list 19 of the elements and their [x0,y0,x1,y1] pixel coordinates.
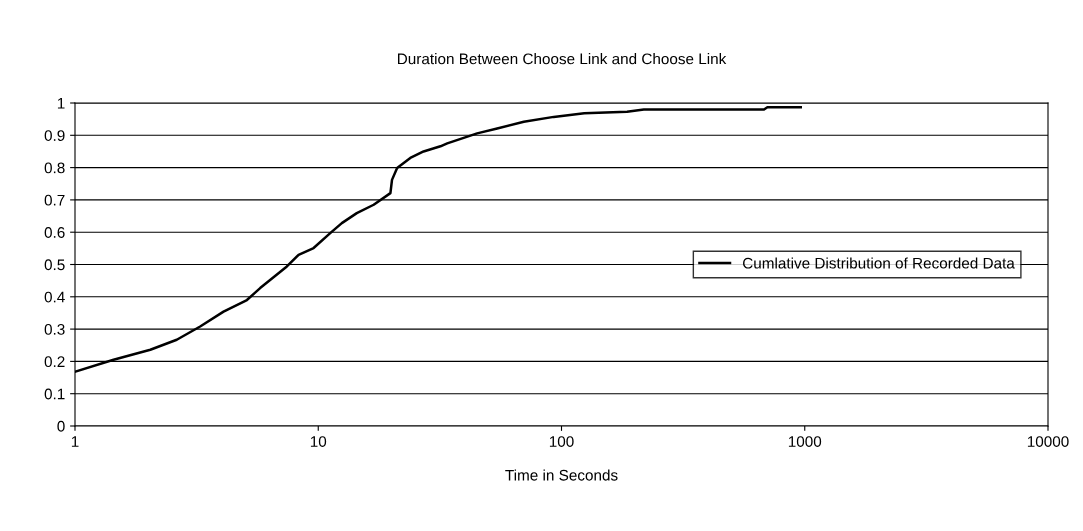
legend-label: Cumlative Distribution of Recorded Data [743,257,1015,269]
x-tick-label: 10000 [1027,436,1069,447]
y-tick-label: 0.4 [44,291,65,303]
y-tick-label: 0 [57,420,65,432]
y-tick-label: 0.9 [44,130,65,141]
y-tick-label: 0.6 [44,227,65,238]
x-tick-label: 100 [549,436,574,447]
x-tick-label: 1000 [788,436,822,447]
y-tick-label: 0.2 [44,356,65,368]
y-tick-label: 0.5 [44,259,65,271]
y-tick-label: 0.3 [44,323,65,335]
y-tick-label: 0.1 [44,388,65,400]
chart-title: Duration Between Choose Link and Choose Link [398,53,727,65]
y-tick-label: 1 [57,98,65,109]
y-tick-label: 0.8 [44,162,65,174]
x-tick-label: 1 [71,436,79,447]
y-tick-label: 0.7 [44,194,65,206]
x-tick-label: 10 [310,436,327,447]
x-axis-title: Time in Seconds [505,469,618,481]
